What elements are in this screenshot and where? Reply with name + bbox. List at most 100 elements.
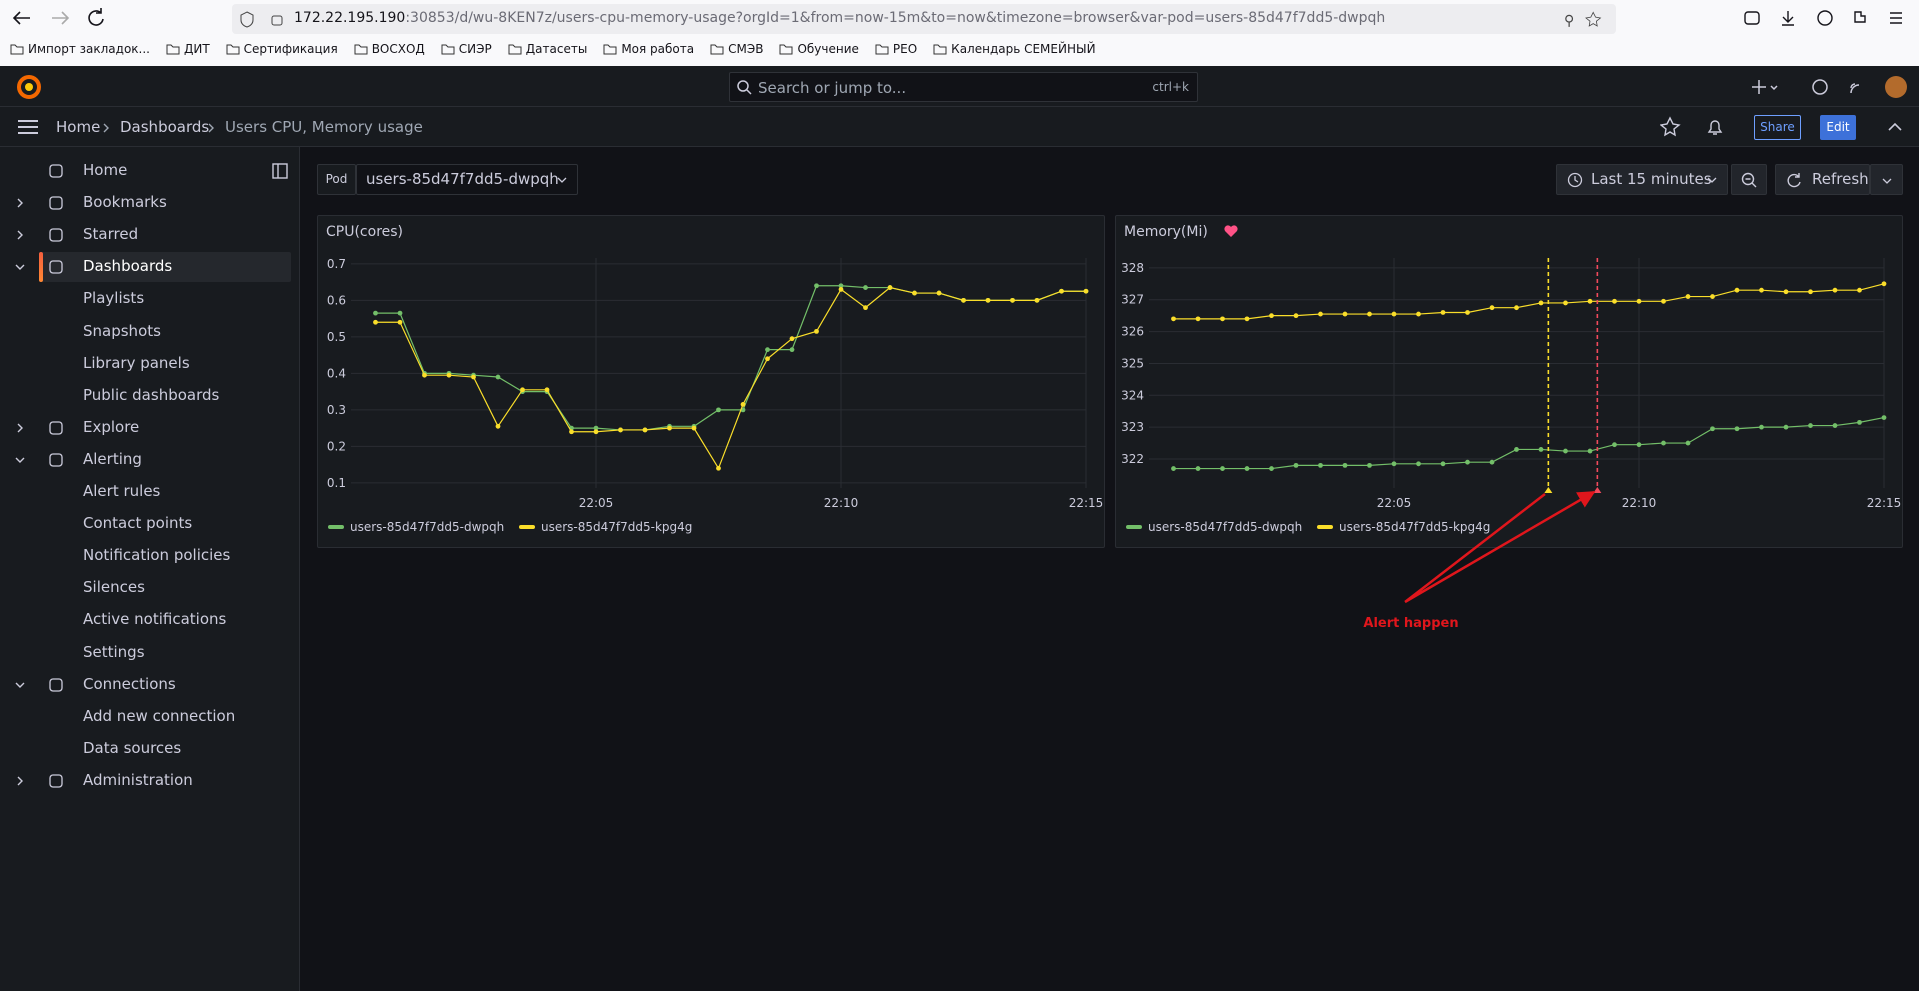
data-point <box>1538 300 1544 306</box>
data-point <box>1612 298 1617 304</box>
folder-shape <box>166 44 180 55</box>
data-point <box>1244 466 1250 471</box>
address-bar[interactable]: 172.22.195.190:30853/d/wu-8KEN7z/users-c… <box>232 4 1616 34</box>
data-point <box>912 290 917 296</box>
svg-text:⚲: ⚲ <box>1564 13 1574 29</box>
topbar-icons[interactable] <box>1745 74 1915 100</box>
nav-icon <box>49 228 63 242</box>
nav-item[interactable]: Settings <box>83 642 145 661</box>
y-tick-label: 328 <box>1121 261 1144 275</box>
expander[interactable] <box>14 422 26 434</box>
bookmark-icon <box>10 44 24 55</box>
annotation-marker <box>1544 487 1553 493</box>
refresh-interval[interactable] <box>1870 164 1903 195</box>
data-point <box>814 328 819 334</box>
x-tick-label: 22:10 <box>824 496 859 510</box>
nav-item[interactable]: Alerting <box>83 449 142 468</box>
bookmark[interactable]: Моя работа <box>603 42 694 56</box>
data-point <box>814 283 819 289</box>
bookmark[interactable]: Сертификация <box>226 42 338 56</box>
data-point <box>1416 311 1421 317</box>
bookmark[interactable]: СИЭР <box>441 42 492 56</box>
variable-select[interactable]: users-85d47f7dd5-dwpqh <box>356 164 578 195</box>
data-point <box>1342 462 1348 468</box>
nav-buttons[interactable] <box>0 0 230 36</box>
expander[interactable] <box>14 197 26 209</box>
nav-item[interactable]: Playlists <box>83 289 145 308</box>
nav-item[interactable]: Active notifications <box>83 610 227 629</box>
dock-icon[interactable] <box>272 163 288 179</box>
y-tick-label: 0.3 <box>327 403 346 417</box>
time-picker[interactable]: Last 15 minutes <box>1556 164 1728 195</box>
refresh-button[interactable]: Refresh <box>1775 164 1870 195</box>
menu-icon[interactable] <box>17 118 39 136</box>
expander[interactable] <box>14 775 26 787</box>
nav-item[interactable]: Alert rules <box>83 482 161 500</box>
data-point <box>520 387 525 393</box>
nav-item[interactable]: Contact points <box>83 514 193 533</box>
expander[interactable] <box>14 261 26 273</box>
expander[interactable] <box>14 679 26 691</box>
bookmark-label: Датасеты <box>525 42 588 56</box>
folder-shape <box>354 44 368 55</box>
bookmark[interactable]: СМЭВ <box>710 42 763 56</box>
nav-icon <box>49 774 63 788</box>
bookmark[interactable]: РЕО <box>875 42 917 56</box>
data-point <box>495 423 501 429</box>
breadcrumb[interactable]: Dashboards <box>120 118 210 136</box>
bookmark[interactable]: Календарь СЕМЕЙНЫЙ <box>933 42 1096 56</box>
data-point <box>1440 310 1446 315</box>
bookmark[interactable]: ВОСХОД <box>354 42 425 56</box>
nav-item[interactable]: Public dashboards <box>83 385 220 404</box>
nav-item[interactable]: Administration <box>83 770 193 789</box>
expander[interactable] <box>14 454 26 466</box>
data-point <box>1563 300 1568 306</box>
nav-item[interactable]: Dashboards <box>83 257 173 276</box>
dashboard-icons[interactable] <box>1660 115 1730 139</box>
expander[interactable] <box>14 229 26 241</box>
breadcrumb[interactable]: Home <box>56 118 101 136</box>
data-point <box>1269 313 1274 319</box>
browser-toolbar-icons[interactable] <box>1735 6 1915 32</box>
nav-item[interactable]: Silences <box>83 578 145 597</box>
edit-button[interactable]: Edit <box>1820 115 1856 140</box>
data-point <box>1808 289 1813 295</box>
nav-item[interactable]: Add new connection <box>83 706 236 725</box>
nav-item[interactable]: Snapshots <box>83 321 161 340</box>
nav-item[interactable]: Library panels <box>83 353 190 372</box>
bookmark[interactable]: Обучение <box>779 42 859 56</box>
collapse-icon[interactable] <box>1886 119 1904 135</box>
data-point <box>716 465 721 471</box>
data-point <box>373 319 378 325</box>
time-range: Last 15 minutes <box>1591 170 1712 188</box>
bookmark[interactable]: Импорт закладок... <box>10 42 150 56</box>
nav-item[interactable]: Notification policies <box>83 546 231 565</box>
data-point <box>1195 466 1201 471</box>
url-actions[interactable]: ⚲ <box>1560 10 1610 30</box>
folder-shape <box>10 44 24 55</box>
data-point <box>495 374 501 380</box>
nav-item[interactable]: Explore <box>83 417 140 436</box>
y-tick-label: 0.2 <box>327 439 346 453</box>
legend-label: users-85d47f7dd5-kpg4g <box>1339 520 1490 534</box>
zoom-out-button[interactable] <box>1731 164 1767 195</box>
share-button[interactable]: Share <box>1754 115 1801 140</box>
data-point <box>1857 419 1862 425</box>
nav-item[interactable]: Bookmarks <box>83 193 167 212</box>
nav-item[interactable]: Data sources <box>83 738 182 757</box>
variable-value: users-85d47f7dd5-dwpqh <box>366 170 559 188</box>
nav-item[interactable]: Starred <box>83 225 139 244</box>
nav-item[interactable]: Connections <box>83 674 176 693</box>
nav-icon <box>49 421 63 435</box>
data-point <box>1808 423 1813 428</box>
grafana-logo[interactable] <box>16 74 42 100</box>
data-point <box>716 407 721 413</box>
nav-item[interactable]: Home <box>83 161 128 179</box>
bookmark-label: СИЭР <box>458 42 492 56</box>
zoom-icon <box>1741 172 1757 188</box>
search-box[interactable]: Search or jump to... ctrl+k <box>729 72 1198 102</box>
bookmark[interactable]: Датасеты <box>508 42 588 56</box>
data-point <box>1083 288 1089 294</box>
bookmark[interactable]: ДИТ <box>166 42 210 56</box>
series-line <box>1173 417 1885 470</box>
